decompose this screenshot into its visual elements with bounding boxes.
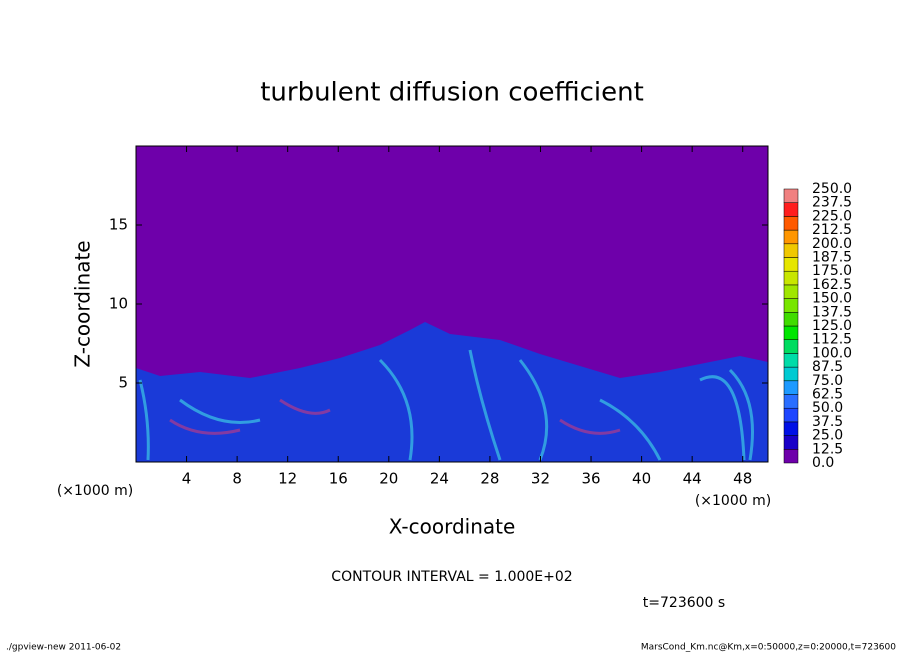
colorbar-label: 162.5: [812, 277, 852, 293]
x-tick-label: 20: [379, 470, 398, 488]
colorbar-label: 237.5: [812, 195, 852, 211]
x-unit-left: (×1000 m): [57, 483, 133, 499]
field: [136, 146, 768, 462]
x-tick-label: 28: [480, 470, 499, 488]
colorbar-label: 250.0: [812, 181, 852, 197]
colorbar-label: 187.5: [812, 250, 852, 266]
y-tick-label: 15: [109, 216, 128, 234]
turbulent-layer: [136, 322, 768, 462]
colorbar-label: 200.0: [812, 236, 852, 252]
colorbar-box: [783, 339, 799, 354]
x-unit-right: (×1000 m): [695, 493, 771, 509]
colorbar-label: 75.0: [812, 373, 843, 389]
colorbar-box: [783, 421, 799, 436]
x-tick-label: 40: [632, 470, 651, 488]
colorbar-box: [783, 284, 799, 299]
time-label: t=723600 s: [643, 595, 725, 611]
y-tick-label: 10: [109, 295, 128, 313]
colorbar-label: 125.0: [812, 318, 852, 334]
x-tick-label: 32: [531, 470, 550, 488]
colorbar-box: [783, 312, 799, 327]
colorbar-label: 225.0: [812, 208, 852, 224]
colorbar-label: 12.5: [812, 441, 843, 457]
x-tick-label: 36: [581, 470, 600, 488]
colorbar-box: [783, 216, 799, 231]
colorbar-label: 0.0: [812, 455, 834, 471]
colorbar-label: 62.5: [812, 387, 843, 403]
colorbar-label: 137.5: [812, 304, 852, 320]
colorbar-box: [783, 394, 799, 409]
colorbar-box: [783, 353, 799, 368]
colorbar-box: [783, 435, 799, 450]
x-tick-label: 44: [683, 470, 702, 488]
colorbar-box: [783, 380, 799, 395]
colorbar-label: 150.0: [812, 291, 852, 307]
footer-right: MarsCond_Km.nc@Km,x=0:50000,z=0:20000,t=…: [641, 643, 896, 653]
colorbar-label: 25.0: [812, 428, 843, 444]
colorbar-label: 37.5: [812, 414, 843, 430]
turbulent-streaks: [138, 349, 754, 461]
colorbar-label: 212.5: [812, 222, 852, 238]
x-tick-label: 4: [182, 470, 192, 488]
colorbar-box: [783, 229, 799, 245]
contour-interval: CONTOUR INTERVAL = 1.000E+02: [331, 569, 572, 585]
colorbar-label: 100.0: [812, 345, 852, 361]
colorbar-box: [783, 243, 799, 258]
colorbar-box: [783, 257, 799, 272]
colorbar-box: [783, 366, 799, 382]
x-axis-label: X-coordinate: [389, 515, 516, 539]
chart-title: turbulent diffusion coefficient: [260, 78, 644, 108]
colorbar-box: [783, 449, 799, 464]
y-tick-label: 5: [118, 374, 128, 392]
x-tick-label: 48: [733, 470, 752, 488]
colorbar-box: [783, 270, 799, 286]
turbulent-streaks-low: [169, 398, 621, 435]
colorbar-label: 175.0: [812, 263, 852, 279]
colorbar-box: [783, 202, 799, 217]
x-tick-label: 8: [232, 470, 242, 488]
colorbar-box: [783, 188, 799, 203]
colorbar-box: [783, 407, 799, 423]
colorbar-box: [783, 298, 799, 313]
colorbar-box: [783, 325, 799, 340]
x-tick-label: 16: [329, 470, 348, 488]
x-tick-label: 24: [430, 470, 449, 488]
colorbar-label: 50.0: [812, 400, 843, 416]
y-axis-label: Z-coordinate: [71, 240, 95, 367]
x-tick-label: 12: [278, 470, 297, 488]
footer-left: ./gpview-new 2011-06-02: [6, 643, 121, 653]
colorbar-label: 112.5: [812, 332, 852, 348]
colorbar-label: 87.5: [812, 359, 843, 375]
